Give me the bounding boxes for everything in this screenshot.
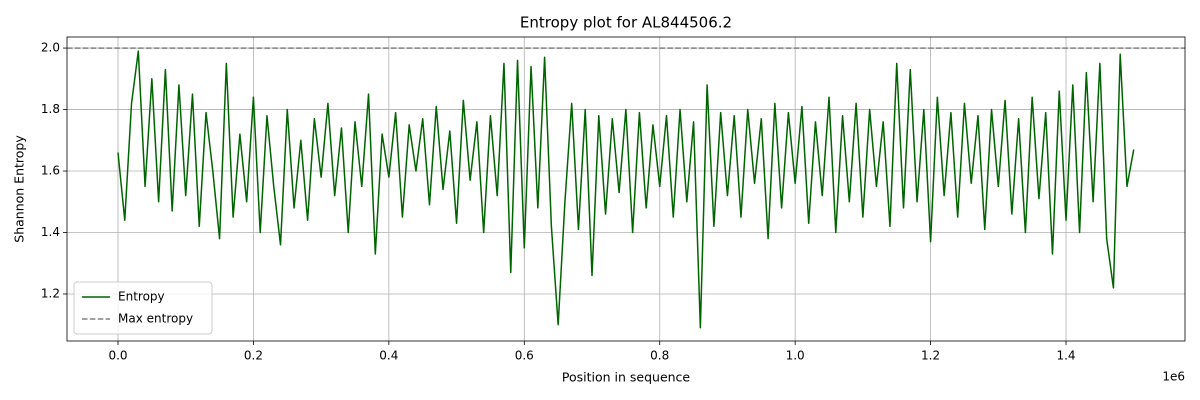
x-tick-label: 1.2 — [921, 349, 940, 363]
legend-box — [73, 281, 213, 335]
x-tick-label: 1.0 — [786, 349, 805, 363]
chart-title: Entropy plot for AL844506.2 — [520, 14, 732, 32]
legend: Entropy Max entropy — [73, 281, 213, 335]
y-tick-label: 1.8 — [41, 102, 60, 116]
x-tick-label: 0.2 — [244, 349, 263, 363]
x-tick-label: 0.8 — [650, 349, 669, 363]
y-tick-label: 1.6 — [41, 164, 60, 178]
x-tick-label: 0.0 — [108, 349, 127, 363]
x-offset-label: 1e6 — [1162, 370, 1185, 384]
plot-frame — [66, 36, 1186, 342]
data-line — [117, 50, 1135, 329]
legend-label: Entropy — [118, 290, 165, 304]
x-tick-label: 0.4 — [379, 349, 398, 363]
y-tick-label: 1.4 — [41, 225, 60, 239]
x-tick-label: 0.6 — [515, 349, 534, 363]
y-tick-label: 2.0 — [41, 41, 60, 55]
x-axis-label: Position in sequence — [562, 370, 691, 385]
legend-label: Max entropy — [118, 312, 193, 326]
x-tick-label: 1.4 — [1056, 349, 1075, 363]
y-tick-label: 1.2 — [41, 286, 60, 300]
y-axis-label: Shannon Entropy — [12, 135, 27, 243]
